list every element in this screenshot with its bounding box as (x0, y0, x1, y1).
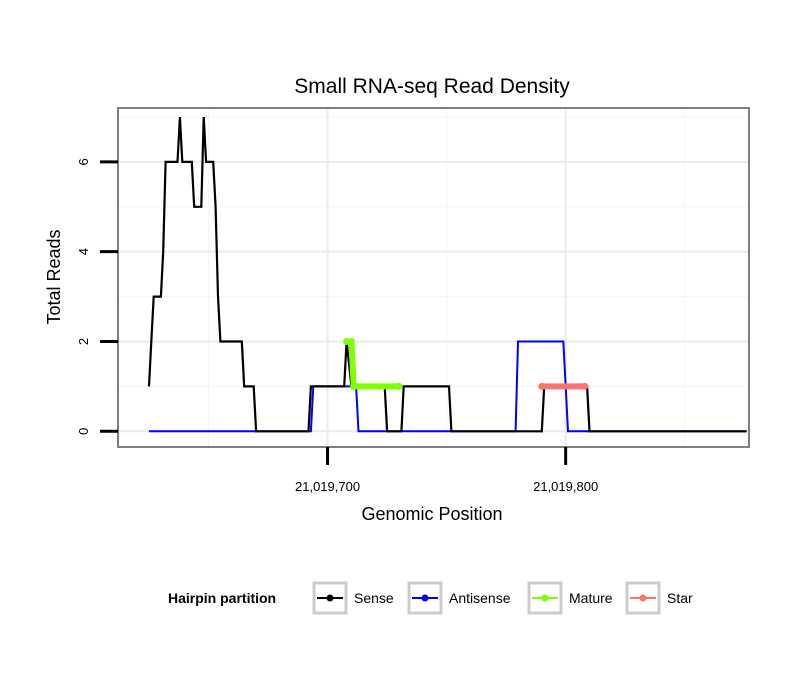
legend-swatch-point (326, 594, 334, 602)
y-tick-label: 2 (76, 338, 91, 345)
plot-panel-border (117, 107, 750, 448)
y-tick-label: 4 (76, 248, 91, 255)
series-group (147, 116, 747, 433)
data-point-mature (350, 382, 358, 390)
legend-title: Hairpin partition (168, 590, 276, 606)
x-tick-label: 21,019,700 (295, 479, 360, 494)
y-tick-label: 0 (76, 428, 91, 435)
series-line-mature (343, 338, 402, 390)
x-axis-label: Genomic Position (361, 504, 502, 524)
y-tick-label: 6 (76, 158, 91, 165)
legend-label-star: Star (667, 590, 693, 606)
legend-label-antisense: Antisense (449, 590, 511, 606)
legend: Hairpin partition Sense Antisense Mature St… (168, 581, 693, 615)
grid (118, 108, 749, 447)
axes: 0 2 4 6 21,019,700 21,019,800 (76, 158, 598, 494)
data-point-star (581, 382, 589, 390)
data-point-star (538, 382, 546, 390)
legend-swatch-point (541, 594, 549, 602)
series-line-sense (147, 116, 747, 433)
data-point-mature (347, 337, 355, 345)
legend-label-sense: Sense (354, 590, 394, 606)
legend-swatch-point (639, 594, 647, 602)
legend-label-mature: Mature (569, 590, 613, 606)
data-point-mature (395, 382, 403, 390)
legend-swatch-point (421, 594, 429, 602)
y-axis-label: Total Reads (44, 229, 64, 324)
chart-title: Small RNA-seq Read Density (294, 75, 570, 98)
x-tick-label: 21,019,800 (533, 479, 598, 494)
